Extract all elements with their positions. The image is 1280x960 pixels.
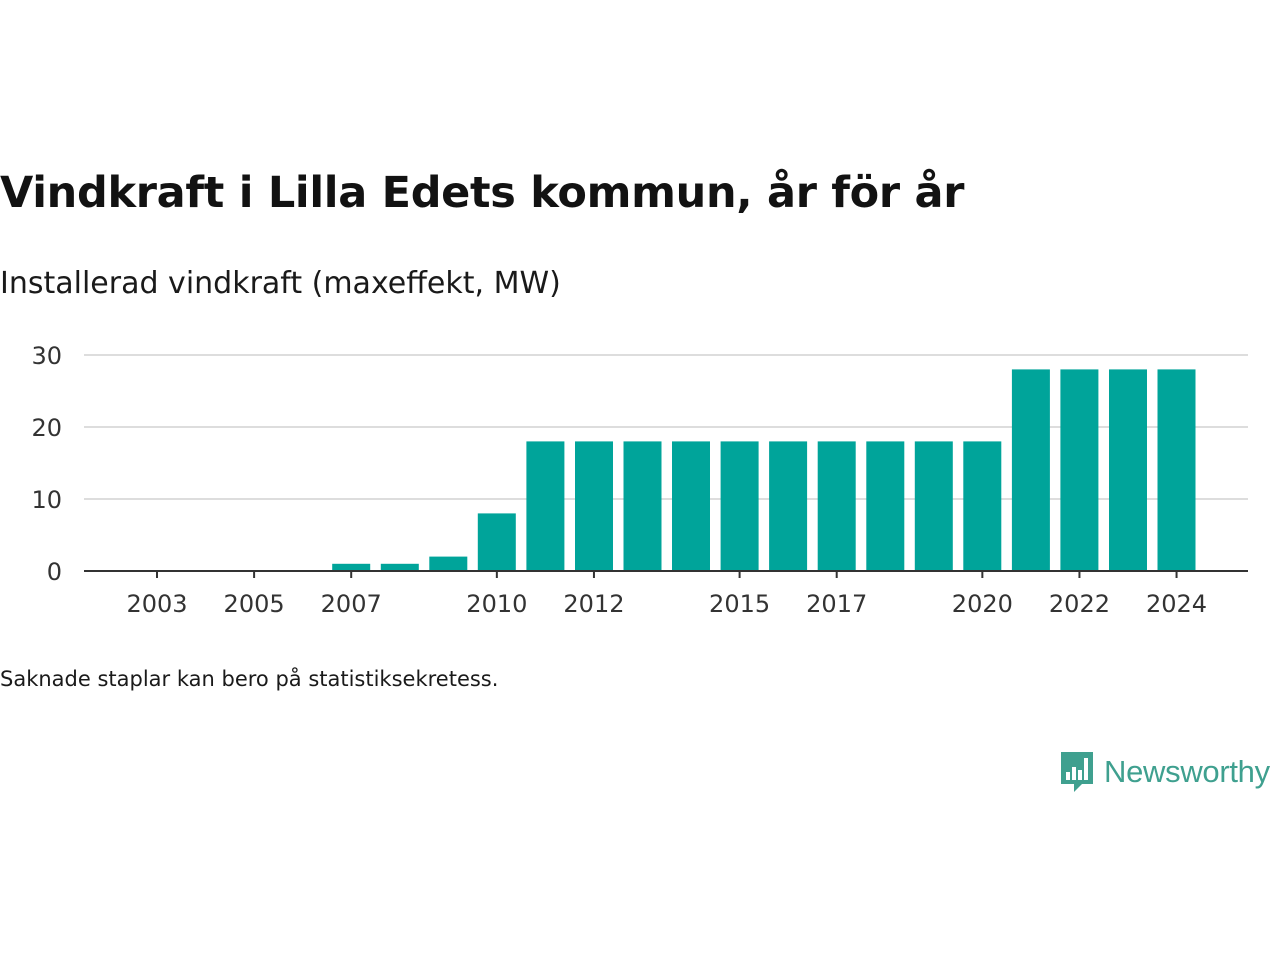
newsworthy-logo-icon [1061, 752, 1093, 792]
bar-chart: 0 10 20 30 2003 2005 2007 2010 2012 2015 2017 2020 2… [31, 342, 1248, 618]
x-tick-label: 2012 [563, 590, 624, 618]
footnote: Saknade staplar kan bero på statistiksek… [0, 667, 499, 691]
bar-2009 [429, 556, 468, 571]
bar-2013 [623, 441, 662, 571]
chart-subtitle: Installerad vindkraft (maxeffekt, MW) [0, 266, 561, 301]
x-tick-label: 2022 [1049, 590, 1110, 618]
x-tick-label: 2005 [224, 590, 285, 618]
y-tick-label: 20 [31, 414, 62, 442]
bar-2024 [1157, 369, 1196, 571]
x-tick-label: 2010 [466, 590, 527, 618]
x-tick-label: 2017 [806, 590, 867, 618]
x-tick-label: 2003 [126, 590, 187, 618]
bar-2018 [866, 441, 905, 571]
y-tick-label: 30 [31, 342, 62, 370]
x-tick-label: 2007 [321, 590, 382, 618]
bar-2008 [380, 563, 419, 571]
bar-2011 [526, 441, 565, 571]
bar-2015 [720, 441, 759, 571]
brand-name: Newsworthy [1104, 754, 1270, 789]
x-tick-label: 2020 [952, 590, 1013, 618]
bar-2014 [672, 441, 710, 571]
bar-2016 [769, 441, 808, 571]
bar-2007 [332, 563, 371, 571]
bar-2020 [963, 441, 1002, 571]
x-tick-label: 2024 [1146, 590, 1207, 618]
x-tick-label: 2015 [709, 590, 770, 618]
bar-2023 [1109, 369, 1147, 571]
bar-2012 [575, 441, 613, 571]
bar-2021 [1011, 369, 1050, 571]
y-tick-label: 0 [47, 558, 62, 586]
newsworthy-brand: Newsworthy [1058, 748, 1270, 796]
chart-title: Vindkraft i Lilla Edets kommun, år för å… [0, 168, 965, 218]
bar-2017 [817, 441, 856, 571]
y-tick-label: 10 [31, 486, 62, 514]
bar-2010 [477, 513, 516, 571]
bar-2019 [914, 441, 953, 571]
bar-2022 [1060, 369, 1099, 571]
